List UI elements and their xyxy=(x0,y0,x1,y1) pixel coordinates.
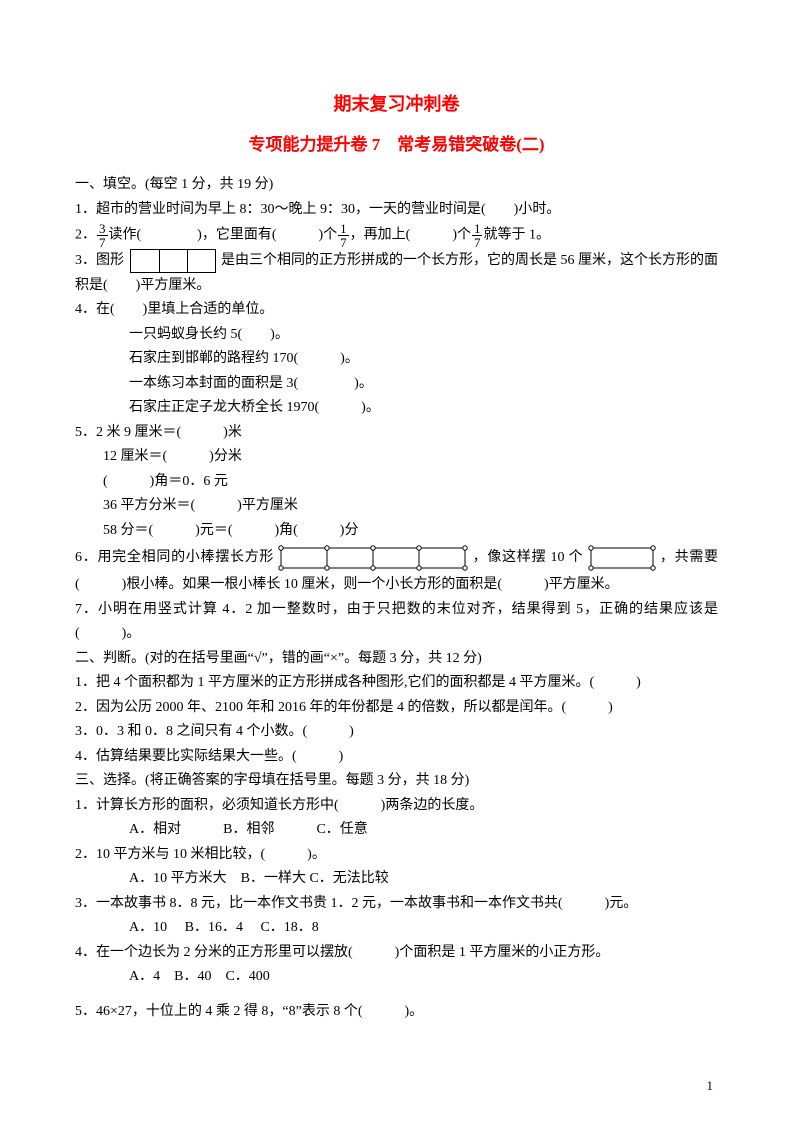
q1-4d: 石家庄正定子龙大桥全长 1970( )。 xyxy=(75,396,718,421)
q3-5: 5．46×27，十位上的 4 乘 2 得 8，“8”表示 8 个( )。 xyxy=(75,1000,718,1025)
q1-4a: 一只蚂蚁身长约 5( )。 xyxy=(75,323,718,348)
q1-2-b: 读作( )，它里面有( )个 xyxy=(109,228,338,243)
q1-4c: 一本练习本封面的面积是 3( )。 xyxy=(75,372,718,397)
q1-1: 1．超市的营业时间为早上 8：30～晚上 9：30，一天的营业时间是( )小时。 xyxy=(75,198,718,223)
q1-5d: 58 分＝( )元＝( )角( )分 xyxy=(75,519,718,544)
q1-2-c: ，再加上( )个 xyxy=(350,228,471,243)
q1-4: 4．在( )里填上合适的单位。 xyxy=(75,298,718,323)
q2-1: 1．把 4 个面积都为 1 平方厘米的正方形拼成各种图形,它们的面积都是 4 平… xyxy=(75,671,718,696)
q3-4-opt: A．4 B．40 C．400 xyxy=(75,965,718,990)
q1-6: 6．用完全相同的小棒摆长方形 ，像这样摆 10 个 xyxy=(75,543,718,598)
q3-2: 2．10 平方米与 10 米相比较，( )。 xyxy=(75,843,718,868)
fraction-1-7b: 17 xyxy=(472,222,483,249)
q1-4b: 石家庄到邯郸的路程约 170( )。 xyxy=(75,347,718,372)
main-title: 期末复习冲刺卷 xyxy=(75,90,718,116)
q3-1: 1．计算长方形的面积，必须知道长方形中( )两条边的长度。 xyxy=(75,794,718,819)
q1-5c: 36 平方分米＝( )平方厘米 xyxy=(75,494,718,519)
q1-2-d: 就等于 1。 xyxy=(483,228,550,243)
sticks-small-icon xyxy=(588,543,656,573)
q1-3-a: 3．图形 xyxy=(75,253,124,268)
q1-2: 2．37读作( )，它里面有( )个17，再加上( )个17就等于 1。 xyxy=(75,222,718,249)
section-2-header: 二、判断。(对的在括号里画“√”，错的画“×”。每题 3 分，共 12 分) xyxy=(75,647,718,672)
q1-2-a: 2． xyxy=(75,228,96,243)
q3-3-opt: A．10 B．16．4 C．18．8 xyxy=(75,916,718,941)
q1-6-b: ，像这样摆 10 个 xyxy=(473,550,584,565)
q1-3: 3．图形 是由三个相同的正方形拼成的一个长方形，它的周长是 56 厘米，这个长方… xyxy=(75,249,718,298)
section-3-header: 三、选择。(将正确答案的字母填在括号里。每题 3 分，共 18 分) xyxy=(75,769,718,794)
q2-2: 2．因为公历 2000 年、2100 年和 2016 年的年份都是 4 的倍数，… xyxy=(75,696,718,721)
q3-3: 3．一本故事书 8．8 元，比一本作文书贵 1．2 元，一本故事书和一本作文书共… xyxy=(75,892,718,917)
q1-5a: 12 厘米＝( )分米 xyxy=(75,445,718,470)
section-1-header: 一、填空。(每空 1 分，共 19 分) xyxy=(75,173,718,198)
fraction-1-7a: 17 xyxy=(338,222,349,249)
q3-4: 4．在一个边长为 2 分米的正方形里可以摆放( )个面积是 1 平方厘米的小正方… xyxy=(75,941,718,966)
q1-5b: ( )角＝0．6 元 xyxy=(75,470,718,495)
q3-1-opt: A．相对 B．相邻 C．任意 xyxy=(75,818,718,843)
three-square-rect-icon xyxy=(130,249,216,273)
q1-6-a: 6．用完全相同的小棒摆长方形 xyxy=(75,550,274,565)
sub-title: 专项能力提升卷 7 常考易错突破卷(二) xyxy=(75,130,718,155)
q2-4: 4．估算结果要比实际结果大一些。( ) xyxy=(75,745,718,770)
q1-7: 7．小明在用竖式计算 4．2 加一整数时，由于只把数的末位对齐，结果得到 5，正… xyxy=(75,598,718,647)
fraction-3-7: 37 xyxy=(97,222,108,249)
q3-2-opt: A．10 平方米大 B．一样大 C．无法比较 xyxy=(75,867,718,892)
q2-3: 3．0．3 和 0．8 之间只有 4 个小数。( ) xyxy=(75,720,718,745)
q1-5: 5．2 米 9 厘米＝( )米 xyxy=(75,421,718,446)
page-number: 1 xyxy=(707,1078,714,1094)
sticks-big-icon xyxy=(278,543,468,573)
